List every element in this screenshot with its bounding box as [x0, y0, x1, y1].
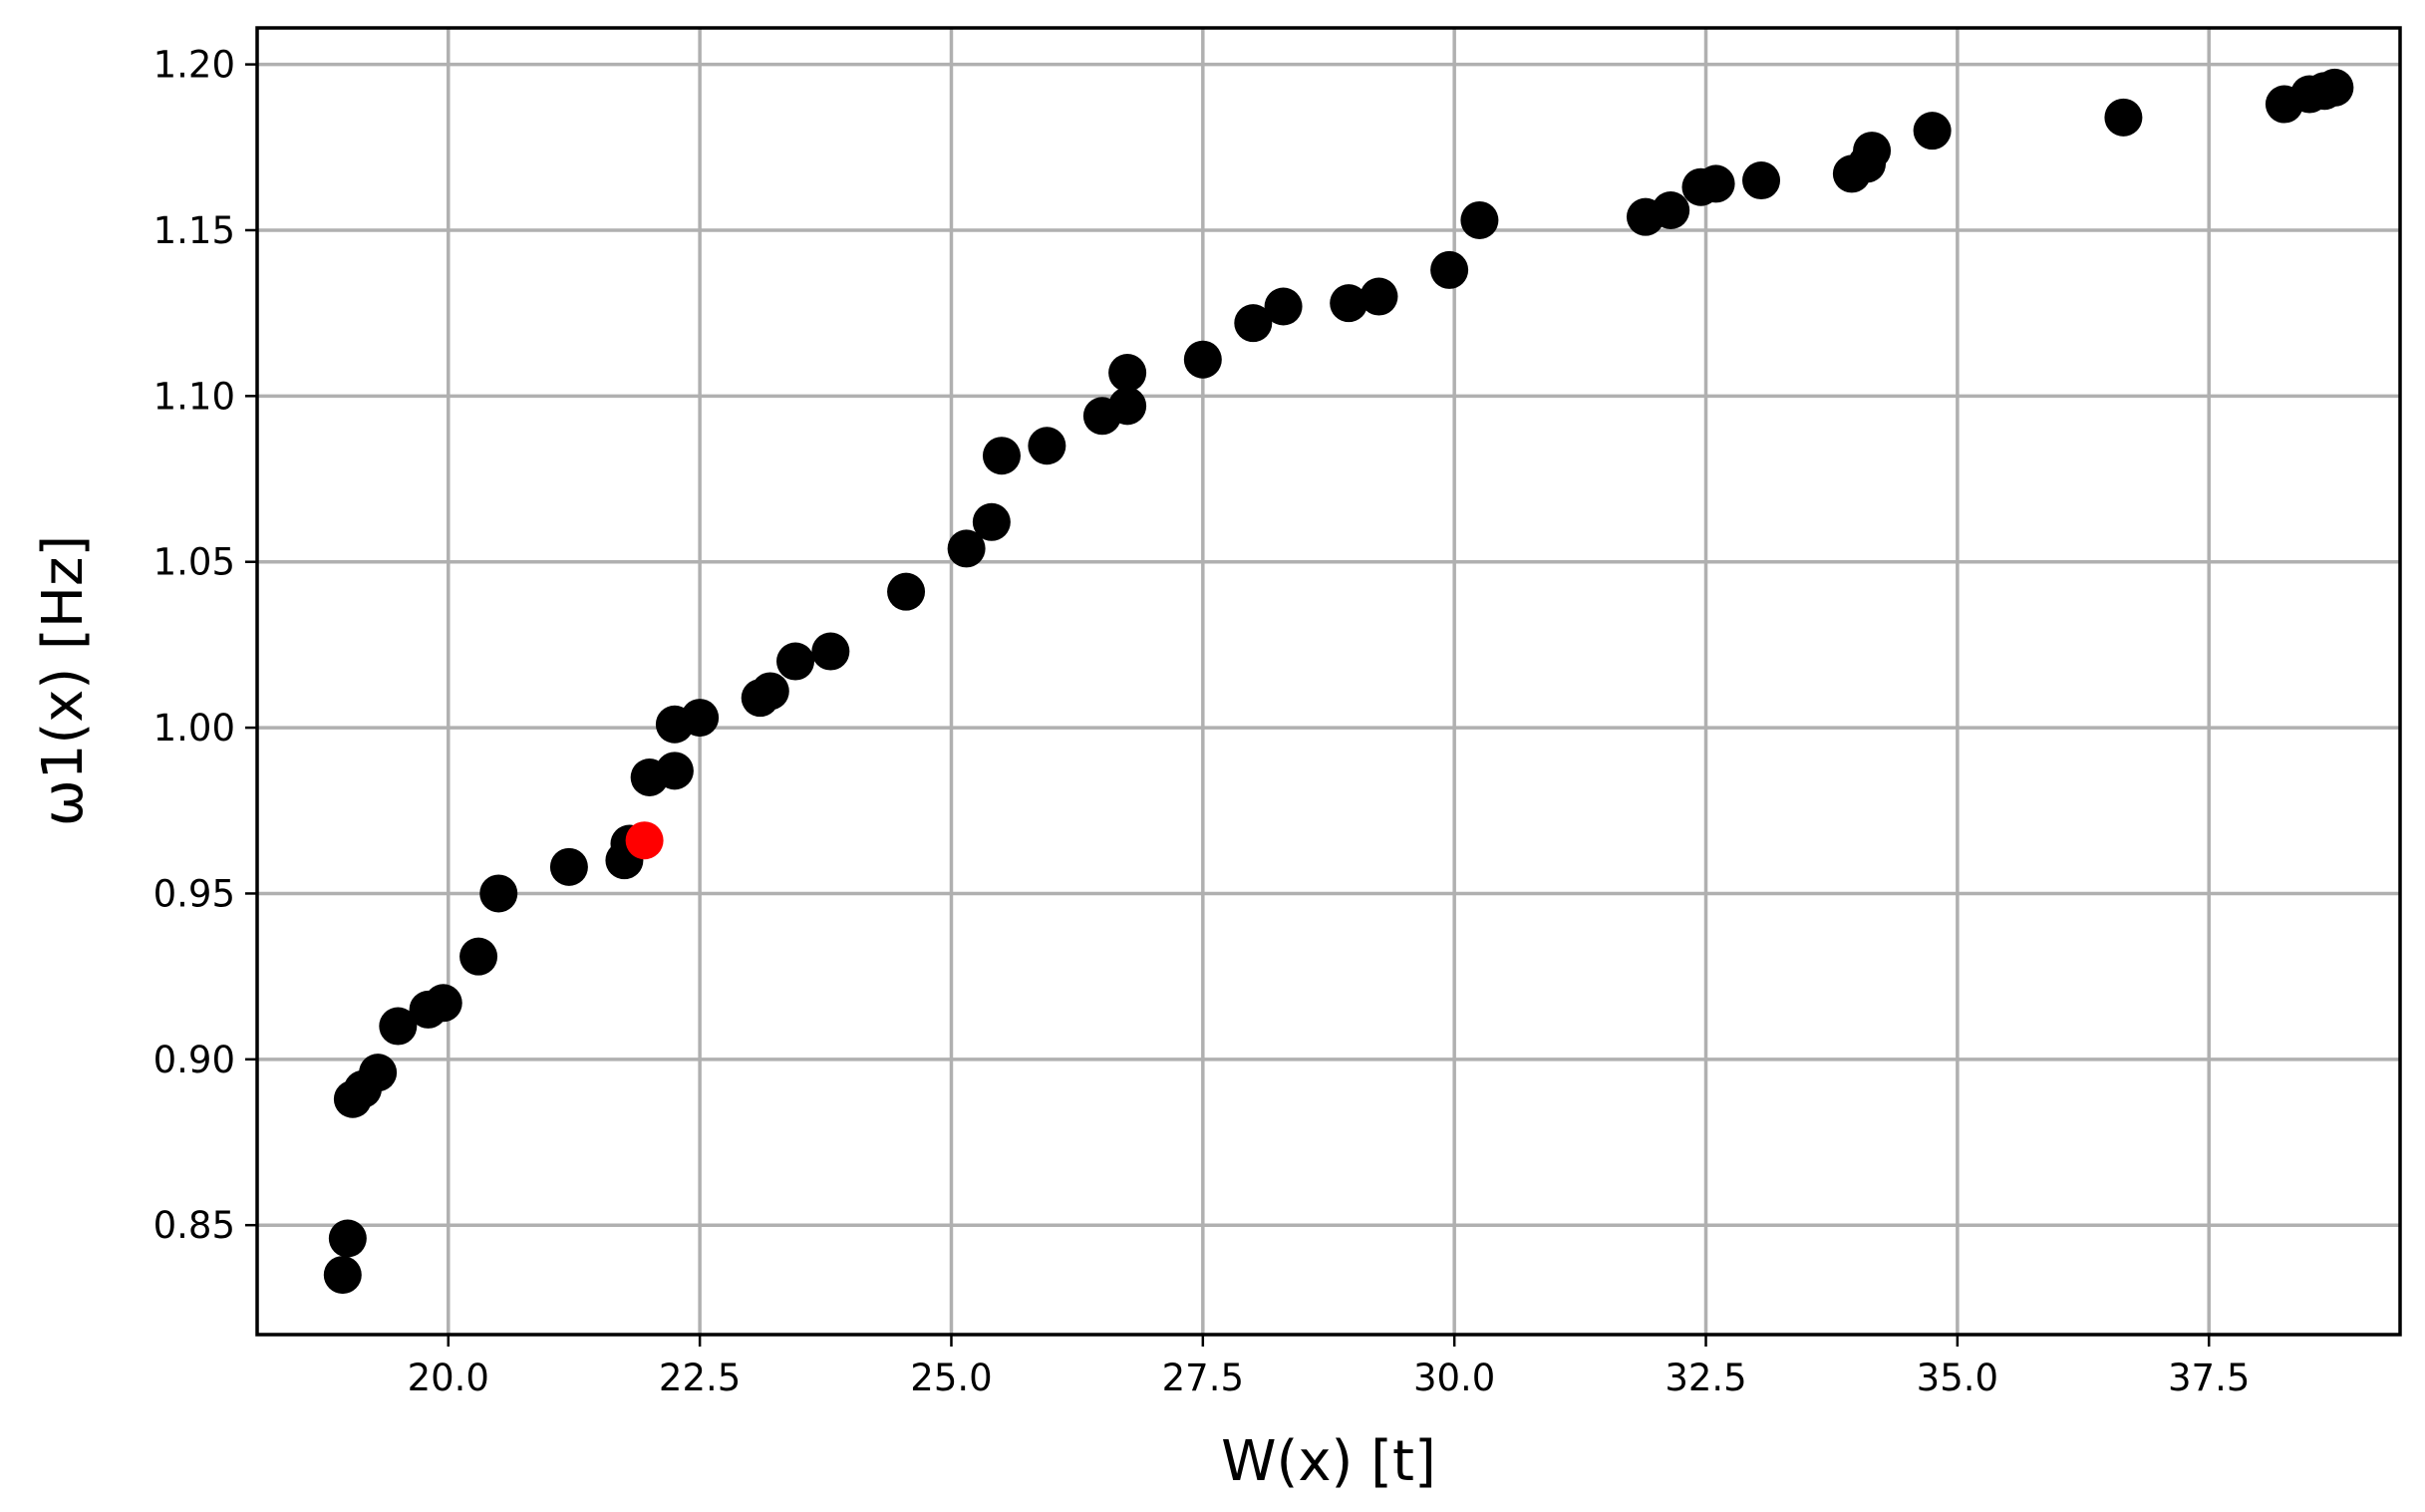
data-point	[1108, 354, 1147, 393]
x-axis-ticks: 20.0 22.5 25.0 27.5 30.0 32.5 35.0 37.5	[408, 1335, 2250, 1399]
data-point	[947, 529, 986, 568]
data-point	[479, 874, 518, 913]
data-point	[1360, 277, 1398, 316]
data-point	[323, 1256, 362, 1295]
data-point	[1234, 304, 1273, 343]
data-point	[982, 437, 1021, 475]
data-point	[1430, 250, 1469, 289]
y-tick-label: 0.85	[153, 1204, 235, 1247]
x-tick-label: 27.5	[1162, 1357, 1244, 1399]
x-tick-label: 20.0	[408, 1357, 489, 1399]
data-point	[1742, 161, 1781, 200]
y-tick-label: 0.90	[153, 1039, 235, 1081]
data-point	[328, 1219, 367, 1258]
y-tick-label: 1.20	[153, 44, 235, 87]
data-point	[625, 821, 664, 860]
x-tick-label: 35.0	[1917, 1357, 1998, 1399]
data-point	[655, 752, 694, 790]
x-tick-label: 37.5	[2168, 1357, 2250, 1399]
data-point	[1652, 191, 1690, 230]
data-point	[379, 1007, 418, 1046]
x-tick-label: 22.5	[659, 1357, 741, 1399]
x-axis-label: W(x) [t]	[1221, 1429, 1436, 1494]
data-point	[1028, 427, 1066, 465]
data-point	[459, 937, 498, 976]
data-point	[776, 642, 815, 681]
data-point	[1696, 164, 1735, 203]
data-point	[549, 847, 588, 886]
y-tick-label: 1.15	[153, 209, 235, 252]
y-tick-label: 0.95	[153, 872, 235, 915]
y-axis-ticks: 0.85 0.90 0.95 1.00 1.05 1.10 1.15 1.20	[153, 44, 257, 1247]
data-point	[1108, 387, 1147, 426]
data-point	[2104, 98, 2143, 137]
y-axis-label: ω1(x) [Hz]	[31, 535, 96, 826]
data-point	[424, 984, 462, 1023]
grid-lines	[257, 28, 2400, 1335]
x-tick-label: 30.0	[1413, 1357, 1495, 1399]
data-point	[2315, 68, 2354, 107]
data-point	[681, 699, 720, 738]
data-point	[1264, 287, 1303, 326]
data-point	[811, 632, 850, 671]
data-points	[323, 68, 2354, 1295]
data-point	[1183, 340, 1222, 379]
plot-frame	[255, 26, 2402, 1337]
x-tick-label: 25.0	[910, 1357, 992, 1399]
y-tick-label: 1.10	[153, 375, 235, 418]
data-point	[1460, 200, 1499, 239]
data-point	[887, 572, 926, 611]
data-point	[1853, 132, 1892, 170]
y-tick-label: 1.05	[153, 541, 235, 584]
data-point	[751, 672, 789, 711]
data-point	[1913, 112, 1952, 151]
y-tick-label: 1.00	[153, 707, 235, 750]
x-tick-label: 32.5	[1665, 1357, 1746, 1399]
data-point	[1330, 284, 1368, 323]
data-point	[972, 502, 1011, 541]
data-point	[359, 1054, 398, 1092]
